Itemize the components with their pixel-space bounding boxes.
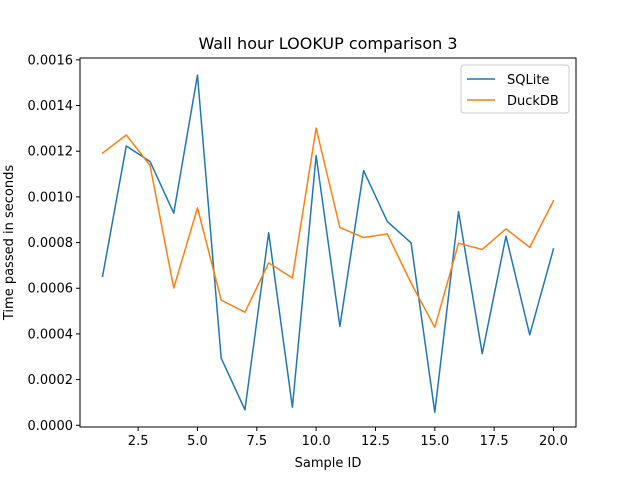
legend-frame	[460, 64, 570, 114]
series-line-duckdb	[101, 127, 555, 329]
tick-layer: 2.5 5.0 7.5 10.0 12.5 15.0 17.5 20.0 0.0000 0.000…	[28, 53, 568, 449]
y-tick-label: 0.0006	[28, 282, 74, 297]
series-line-sqlite	[101, 74, 555, 414]
legend: SQLite DuckDB	[460, 64, 570, 114]
series-layer	[101, 74, 555, 414]
chart-title: Wall hour LOOKUP comparison 3	[198, 34, 457, 53]
x-tick-label: 7.5	[246, 434, 267, 449]
y-tick-label: 0.0004	[28, 327, 74, 342]
y-tick-label: 0.0002	[28, 373, 74, 388]
x-tick-label: 2.5	[128, 434, 149, 449]
y-axis-label: Time passed in seconds	[2, 165, 17, 321]
x-tick-label: 20.0	[539, 434, 568, 449]
y-tick-label: 0.0000	[28, 419, 74, 434]
y-tick-label: 0.0008	[28, 236, 74, 251]
y-tick-label: 0.0014	[28, 99, 74, 114]
x-tick-label: 12.5	[361, 434, 390, 449]
x-tick-label: 17.5	[480, 434, 509, 449]
legend-label-sqlite: SQLite	[507, 73, 549, 88]
x-tick-label: 10.0	[302, 434, 331, 449]
x-tick-label: 5.0	[187, 434, 208, 449]
x-axis-label: Sample ID	[295, 456, 362, 471]
y-tick-label: 0.0012	[28, 145, 74, 160]
legend-label-duckdb: DuckDB	[507, 94, 559, 109]
plot-frame	[79, 57, 577, 428]
y-tick-label: 0.0010	[28, 190, 74, 205]
y-tick-label: 0.0016	[28, 53, 74, 68]
x-tick-label: 15.0	[420, 434, 449, 449]
